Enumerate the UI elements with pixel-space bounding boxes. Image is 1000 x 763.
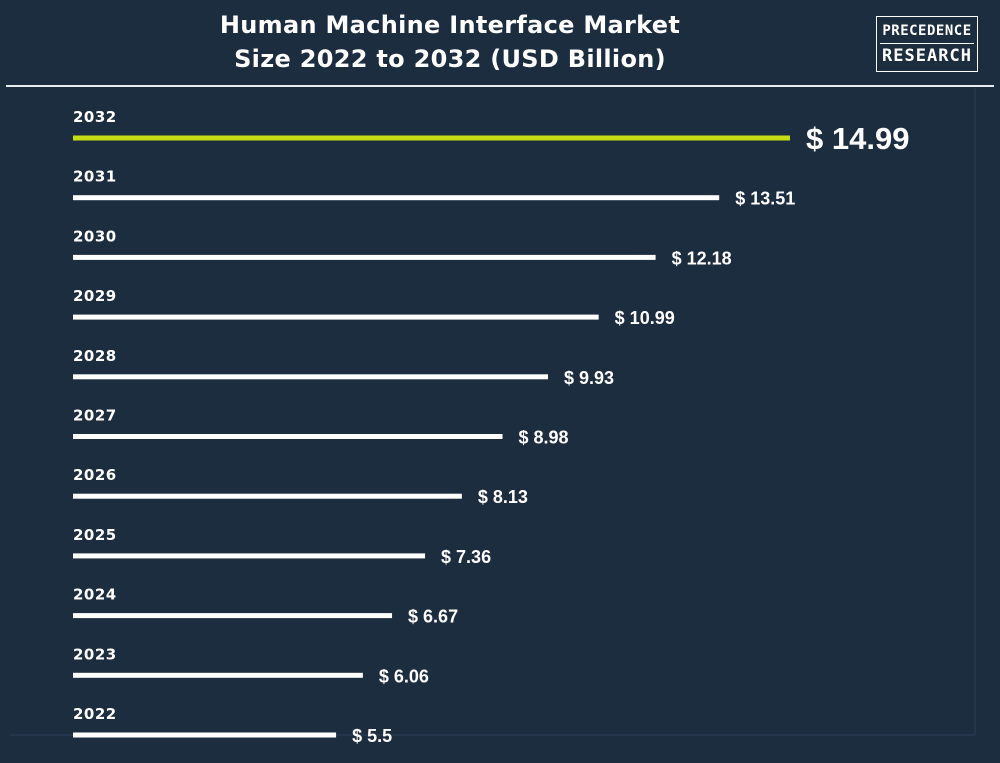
- value-label: $ 14.99: [806, 121, 909, 156]
- highlight-bar: [73, 135, 790, 141]
- year-label: 2026: [73, 466, 117, 484]
- precedence-research-logo: PRECEDENCE RESEARCH: [876, 16, 978, 72]
- year-label: 2023: [73, 645, 117, 663]
- value-label: $ 7.36: [441, 547, 491, 567]
- bar: [73, 732, 337, 738]
- value-label: $ 6.67: [408, 607, 458, 627]
- year-label: 2029: [73, 287, 117, 305]
- year-label: 2027: [73, 407, 117, 425]
- year-label: 2025: [73, 526, 117, 544]
- bar: [73, 493, 462, 499]
- year-label: 2024: [73, 586, 117, 604]
- value-label: $ 10.99: [615, 308, 675, 328]
- bar: [73, 254, 656, 260]
- value-label: $ 6.06: [379, 666, 429, 686]
- logo-line-1: PRECEDENCE: [880, 20, 974, 44]
- bar: [73, 195, 720, 201]
- bar: [73, 314, 599, 320]
- bar: [73, 434, 503, 439]
- chart-title-line-1: Human Machine Interface Market: [219, 11, 681, 39]
- value-label: $ 9.93: [564, 368, 614, 388]
- value-label: $ 12.18: [672, 248, 732, 268]
- chart-title-line-2: Size 2022 to 2032 (USD Billion): [234, 45, 666, 73]
- value-label: $ 13.51: [735, 189, 795, 209]
- bar: [73, 672, 363, 678]
- year-label: 2031: [73, 168, 117, 186]
- year-label: 2030: [73, 227, 117, 245]
- year-label: 2032: [73, 108, 117, 126]
- chart-title: Human Machine Interface Market Size 2022…: [150, 8, 750, 76]
- year-label: 2022: [73, 705, 117, 723]
- bar: [73, 374, 548, 380]
- value-label: $ 5.5: [352, 726, 392, 746]
- year-label: 2028: [73, 347, 117, 365]
- header-divider: [6, 85, 994, 87]
- bar: [73, 613, 393, 619]
- logo-line-2: RESEARCH: [882, 46, 972, 66]
- value-label: $ 8.13: [478, 487, 528, 507]
- bar: [73, 553, 426, 559]
- value-label: $ 8.98: [519, 428, 569, 448]
